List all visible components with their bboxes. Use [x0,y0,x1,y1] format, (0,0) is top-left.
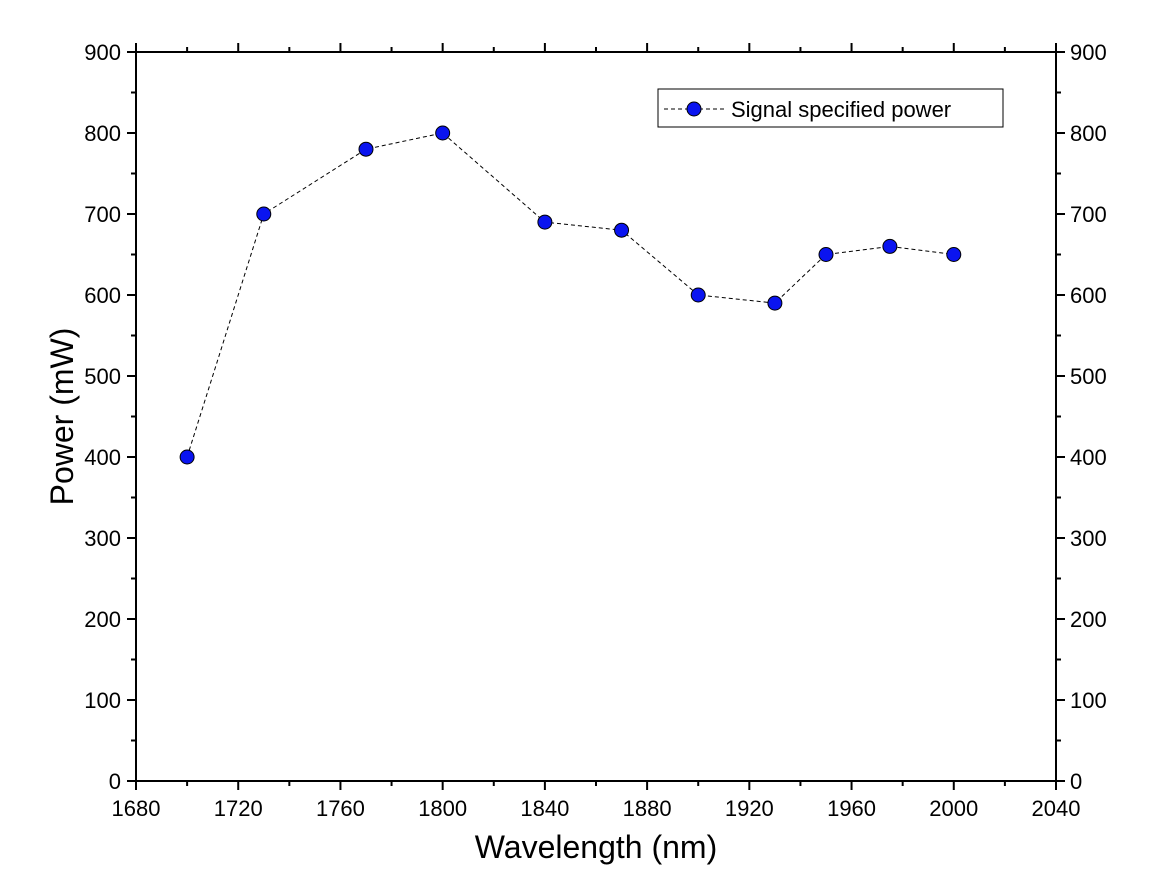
data-point [179,449,195,465]
y-tick-label: 0 [109,769,121,794]
y-tick-label: 600 [84,283,121,308]
y-tick-label-right: 700 [1070,202,1107,227]
x-tick-label: 1760 [316,796,365,821]
x-tick-label: 1680 [112,796,161,821]
legend-marker [686,101,702,117]
y-axis-title: Power (mW) [44,328,80,506]
plot-frame [135,51,1057,782]
x-tick-label: 1840 [520,796,569,821]
x-tick-label: 1920 [725,796,774,821]
data-point [256,206,272,222]
y-tick-label-right: 800 [1070,121,1107,146]
data-point [537,214,553,230]
y-tick-label-right: 300 [1070,526,1107,551]
data-point [818,247,834,262]
legend: Signal specified power [657,88,1004,128]
x-tick-label: 1960 [827,796,876,821]
y-tick-label: 200 [84,607,121,632]
y-tick-label: 900 [84,40,121,65]
data-point [435,125,451,141]
y-tick-label-right: 500 [1070,364,1107,389]
y-tick-label-right: 100 [1070,688,1107,713]
data-point [690,287,706,303]
y-tick-label: 400 [84,445,121,470]
x-tick-label: 1880 [623,796,672,821]
x-tick-label: 2040 [1032,796,1081,821]
series-line [186,132,954,458]
series-layer [179,125,962,465]
y-tick-label-right: 900 [1070,40,1107,65]
data-point [882,238,898,254]
x-axis-title: Wavelength (nm) [475,829,717,865]
y-tick-label-right: 400 [1070,445,1107,470]
y-tick-label: 300 [84,526,121,551]
legend-box [657,88,1004,128]
y-tick-label: 500 [84,364,121,389]
x-tick-label: 1720 [214,796,263,821]
data-point [614,222,630,238]
data-point [946,247,962,262]
data-point [767,295,783,311]
x-tick-label: 2000 [929,796,978,821]
x-tick-label: 1800 [418,796,467,821]
y-tick-label: 800 [84,121,121,146]
y-tick-label: 100 [84,688,121,713]
data-point [358,141,374,157]
y-tick-label: 700 [84,202,121,227]
ticks-layer: 1680 1720 1760 1800 1840 1880 1920 1960 2000 2040… [84,40,1106,821]
y-tick-label-right: 200 [1070,607,1107,632]
y-tick-label-right: 600 [1070,283,1107,308]
y-tick-label-right: 0 [1070,769,1082,794]
legend-label: Signal specified power [731,97,951,122]
